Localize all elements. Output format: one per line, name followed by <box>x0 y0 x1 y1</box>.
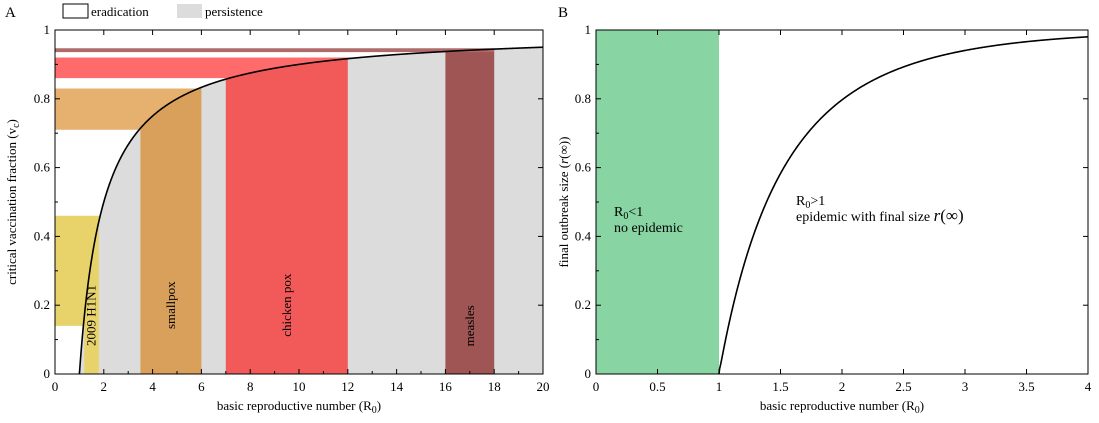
panel-a-x-axis-label: basic reproductive number (R0) <box>217 398 381 416</box>
b-xtick-label: 0 <box>593 379 600 394</box>
b-ytick-label: 0.6 <box>575 160 592 175</box>
panel-a-regions <box>55 47 544 375</box>
panel-b-annotation-right-1: R0>1 <box>796 194 825 211</box>
vc-curve <box>78 46 544 375</box>
b-xtick-label: 2.5 <box>895 379 911 394</box>
b-ytick-label: 0 <box>585 366 592 381</box>
band-2009-h1n1-r0 <box>84 221 99 374</box>
b-xtick-label: 1.5 <box>772 379 788 394</box>
panel-a-label: A <box>5 5 16 21</box>
a-ytick-label: 1 <box>44 22 51 37</box>
a-ytick-label: 0.8 <box>34 91 50 106</box>
panel-b-x-axis-label: basic reproductive number (R0) <box>760 398 924 416</box>
b-xtick-label: 0.5 <box>649 379 665 394</box>
a-xtick-label: 6 <box>198 379 205 394</box>
b-ytick-label: 0.4 <box>575 228 592 243</box>
panel-b-y-axis-label: final outbreak size (r(∞)) <box>556 137 571 268</box>
panel-b-label: B <box>558 5 568 21</box>
b-xtick-label: 3.5 <box>1018 379 1034 394</box>
legend-eradication-label: eradication <box>91 4 149 19</box>
band-smallpox-r0 <box>140 87 202 374</box>
a-xtick-label: 2 <box>101 379 108 394</box>
b-xtick-label: 1 <box>716 379 723 394</box>
b-xtick-label: 4 <box>1085 379 1092 394</box>
a-xtick-label: 20 <box>537 379 550 394</box>
panel-b-curve-layer <box>718 36 1089 375</box>
a-xtick-label: 14 <box>390 379 404 394</box>
b-ytick-label: 0.8 <box>575 91 591 106</box>
a-xtick-label: 10 <box>293 379 306 394</box>
a-ytick-label: 0.4 <box>34 228 51 243</box>
panel-a-ticks: 0 2 4 6 8 10 12 14 16 18 20 0 0.2 0.4 0.6 0.8 1 <box>34 22 550 394</box>
panel-b-annotation-left-1: R0<1 <box>614 205 643 222</box>
final-size-curve <box>718 36 1089 375</box>
panel-a-plot: 0 2 4 6 8 10 12 14 16 18 20 0 0.2 0.4 0.6 0.8 1 2009 H1N… <box>4 22 550 416</box>
a-xtick-label: 18 <box>488 379 501 394</box>
panel-a-disease-labels: 2009 H1N1 smallpox chicken pox measles <box>84 273 477 346</box>
legend: eradication persistence <box>62 3 263 19</box>
panel-a-curve-layer <box>78 46 544 375</box>
a-ytick-label: 0 <box>44 366 51 381</box>
panel-b-annotation-right-2: epidemic with final size r(∞) <box>796 206 964 225</box>
b-xtick-label: 3 <box>962 379 969 394</box>
disease-label-smallpox: smallpox <box>163 281 178 329</box>
no-epidemic-region <box>596 30 719 374</box>
a-xtick-label: 12 <box>341 379 354 394</box>
b-ytick-label: 0.2 <box>575 297 591 312</box>
disease-label-chicken-pox: chicken pox <box>279 273 294 337</box>
b-xtick-label: 2 <box>839 379 846 394</box>
legend-persistence-label: persistence <box>205 4 263 19</box>
panel-b-ticks: 0 0.5 1 1.5 2 2.5 3 3.5 4 0 0.2 0.4 0.6 0.8 1 <box>575 22 1092 394</box>
panel-b-plot: 0 0.5 1 1.5 2 2.5 3 3.5 4 0 0.2 0.4 0.6 0.8 1 R0<1 no … <box>556 22 1092 416</box>
disease-label-2009-h1n1: 2009 H1N1 <box>84 285 99 346</box>
a-xtick-label: 16 <box>439 379 453 394</box>
band-2009-h1n1-vc <box>55 215 101 326</box>
legend-eradication-swatch <box>62 3 89 19</box>
panel-b-annotation-left-2: no epidemic <box>614 221 683 236</box>
a-xtick-label: 0 <box>52 379 59 394</box>
band-chicken-pox-r0 <box>225 58 348 375</box>
legend-persistence-swatch <box>177 4 202 18</box>
b-ytick-label: 1 <box>585 22 592 37</box>
a-ytick-label: 0.6 <box>34 160 51 175</box>
band-chicken-pox-vc <box>55 57 360 79</box>
band-measles-vc <box>55 48 495 53</box>
band-smallpox-vc <box>55 88 199 130</box>
a-xtick-label: 8 <box>247 379 254 394</box>
band-measles-r0 <box>445 49 495 375</box>
panel-a-y-axis-label: critical vaccination fraction (vc) <box>4 119 22 285</box>
panel-b-regions <box>596 30 719 374</box>
a-xtick-label: 4 <box>149 379 156 394</box>
disease-label-measles: measles <box>462 305 477 346</box>
a-ytick-label: 0.2 <box>34 297 50 312</box>
